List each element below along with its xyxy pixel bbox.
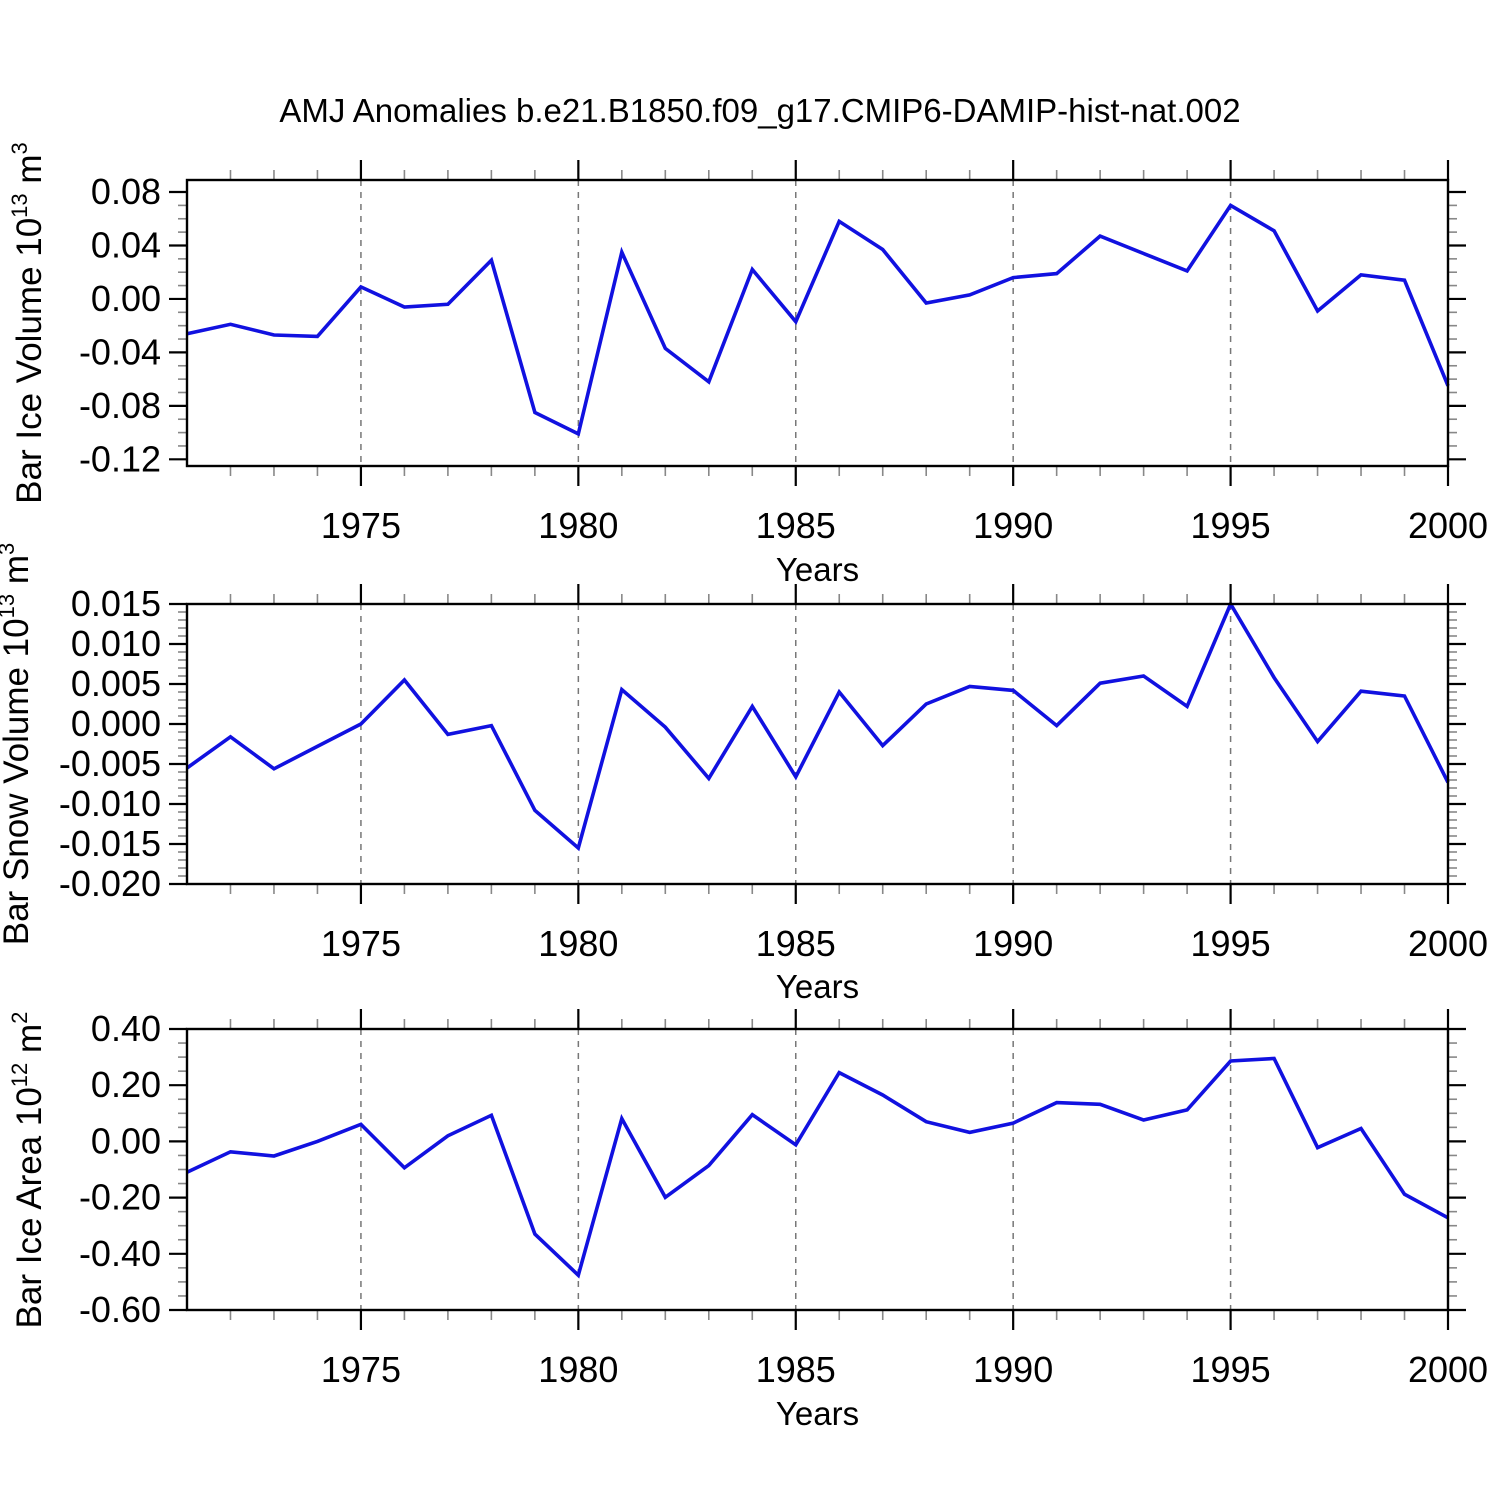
x-tick-label-1995: 1995	[1191, 923, 1271, 964]
y-tick-label: 0.00	[91, 1120, 161, 1161]
x-tick-label-2000: 2000	[1408, 505, 1488, 546]
exponent-superscript: 13	[0, 593, 19, 619]
x-tick-label-2000: 2000	[1408, 1349, 1488, 1390]
unit-exponent-superscript: 3	[0, 543, 19, 555]
x-tick-label-1975: 1975	[321, 923, 401, 964]
x-tick-label-1990: 1990	[973, 505, 1053, 546]
x-tick-label-1980: 1980	[538, 1349, 618, 1390]
x-tick-label-1995: 1995	[1191, 1349, 1271, 1390]
y-tick-label: -0.08	[79, 385, 161, 426]
y-tick-label: -0.12	[79, 438, 161, 479]
x-tick-label-1990: 1990	[973, 1349, 1053, 1390]
x-tick-label-1980: 1980	[538, 923, 618, 964]
y-axis-label-snow-volume: Bar Snow Volume 1013 m3	[0, 514, 40, 974]
y-axis-label-text: Bar Ice Area 10	[10, 1087, 49, 1329]
chart-line-bar-snow-volume-anomaly	[185, 600, 1450, 852]
y-tick-label: 0.000	[71, 703, 161, 744]
chart-line-bar-ice-area-anomaly	[186, 1056, 1449, 1279]
x-tick-label-1995: 1995	[1191, 505, 1271, 546]
x-tick-label-1975: 1975	[321, 505, 401, 546]
y-tick-label: -0.015	[59, 823, 161, 864]
y-tick-label: 0.20	[91, 1064, 161, 1105]
y-tick-label: -0.04	[79, 331, 161, 372]
x-tick-label-1985: 1985	[756, 505, 836, 546]
y-tick-label: -0.020	[59, 863, 161, 904]
y-tick-label: 0.08	[91, 171, 161, 212]
y-axis-label-ice-volume: Bar Ice Volume 1013 m3	[7, 93, 53, 553]
plot-frame-2	[185, 602, 1450, 886]
x-tick-label-1985: 1985	[756, 1349, 836, 1390]
exponent-superscript: 13	[7, 193, 32, 218]
chart-title: AMJ Anomalies b.e21.B1850.f09_g17.CMIP6-…	[279, 92, 1241, 129]
y-axis-label-text: Bar Ice Volume 10	[10, 217, 49, 504]
y-axis-label-unit: m	[10, 1023, 49, 1063]
y-tick-label: 0.00	[91, 278, 161, 319]
chart-line-bar-ice-volume-anomaly	[186, 202, 1450, 437]
y-tick-label: 0.015	[71, 583, 161, 624]
y-tick-label: -0.60	[79, 1289, 161, 1330]
unit-exponent-superscript: 2	[7, 1011, 32, 1024]
x-tick-label-1990: 1990	[973, 923, 1053, 964]
y-axis-label-unit: m	[10, 154, 49, 194]
x-tick-label-1975: 1975	[321, 1349, 401, 1390]
y-axis-label-unit: m	[0, 555, 36, 594]
y-tick-label: 0.005	[71, 663, 161, 704]
plot-frame-1	[185, 178, 1450, 468]
x-tick-label-1985: 1985	[756, 923, 836, 964]
unit-exponent-superscript: 3	[7, 142, 32, 155]
x-tick-label-1980: 1980	[538, 505, 618, 546]
y-tick-label: 0.40	[91, 1008, 161, 1049]
y-tick-label: -0.20	[79, 1177, 161, 1218]
y-tick-label: -0.005	[59, 743, 161, 784]
exponent-superscript: 12	[7, 1062, 32, 1088]
x-axis-label-years-2: Years	[775, 968, 860, 1005]
plot-frame-3	[185, 1027, 1450, 1312]
y-tick-label: -0.010	[59, 783, 161, 824]
y-tick-label: 0.04	[91, 224, 161, 265]
y-tick-label: -0.40	[79, 1233, 161, 1274]
x-axis-label-years-3: Years	[775, 1395, 860, 1432]
y-tick-label: 0.010	[71, 623, 161, 664]
y-axis-label-text: Bar Snow Volume 10	[0, 618, 36, 946]
x-axis-label-years-1: Years	[775, 551, 860, 588]
x-tick-label-2000: 2000	[1408, 923, 1488, 964]
y-axis-label-ice-area: Bar Ice Area 1012 m2	[7, 940, 53, 1400]
